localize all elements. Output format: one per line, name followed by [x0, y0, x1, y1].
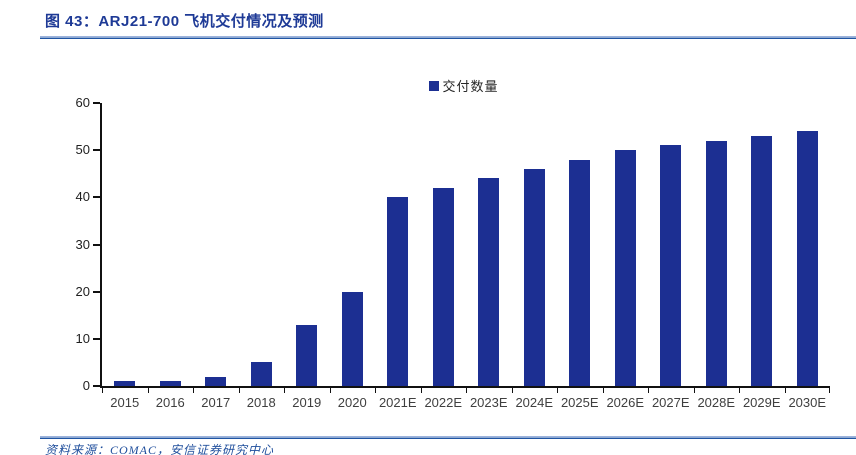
bar-2020 — [341, 291, 363, 386]
bar-chart-plot-area: 2015 2016 2017 2018 2019 2020 2021E 2022E 2023E 2… — [76, 95, 830, 410]
x-tick-label: 2028E — [697, 395, 736, 410]
y-tick-label: 40 — [75, 189, 90, 205]
bar-2030E — [796, 131, 818, 386]
y-tick-label: 60 — [75, 95, 90, 110]
x-tick-label: 2021E — [378, 395, 417, 410]
x-axis-tick — [602, 386, 604, 393]
x-axis-tick — [193, 386, 194, 393]
bar-2021E — [387, 197, 409, 386]
x-axis-tick — [784, 386, 786, 393]
x-tick-label: 2025E — [560, 395, 599, 410]
bar-2016 — [159, 381, 181, 386]
figure-title: 图 43：ARJ21-700 飞机交付情况及预测 — [45, 13, 324, 30]
x-tick-label: 2030E — [788, 395, 827, 410]
x-tick-label: 2027E — [651, 395, 690, 410]
y-axis-tick — [93, 385, 100, 387]
legend-marker — [429, 80, 440, 91]
x-axis-tick — [739, 386, 740, 393]
y-tick-label: 50 — [75, 142, 90, 158]
x-axis-tick — [557, 386, 558, 393]
y-tick-label: 30 — [75, 236, 90, 252]
footer-divider — [40, 436, 856, 439]
bar-2026E — [614, 150, 636, 386]
x-tick-label: 2024E — [515, 395, 554, 410]
x-tick-label: 2026E — [606, 395, 645, 410]
x-axis-tick — [466, 386, 467, 393]
x-axis-tick — [329, 386, 331, 393]
y-tick-label: 20 — [75, 283, 90, 299]
x-tick-label: 2015 — [110, 395, 140, 410]
x-axis-tick — [420, 386, 422, 393]
bar-2018 — [250, 362, 272, 386]
bar-2015 — [114, 381, 136, 386]
x-tick-label: 2023E — [469, 395, 508, 410]
bar-2027E — [660, 145, 682, 386]
bar-2025E — [569, 159, 591, 386]
x-tick-label: 2022E — [424, 395, 463, 410]
y-axis-tick — [93, 196, 100, 199]
x-tick-label: 2017 — [201, 395, 231, 410]
x-axis-tick — [829, 386, 830, 393]
y-axis-tick — [93, 243, 100, 246]
x-axis-tick — [511, 386, 513, 393]
source-note: 资料来源：COMAC，安信证券研究中心 — [45, 443, 275, 455]
x-axis-tick — [147, 386, 149, 393]
title-divider — [40, 36, 856, 39]
x-tick-label: 2018 — [246, 395, 276, 410]
x-axis-tick — [284, 386, 285, 393]
x-axis-tick — [375, 386, 376, 393]
x-tick-label: 2029E — [742, 395, 781, 410]
x-tick-label: 2016 — [155, 395, 185, 410]
bar-2023E — [478, 178, 500, 386]
legend: 交付数量 — [100, 76, 828, 95]
x-tick-label: 2020 — [337, 395, 367, 410]
y-axis-tick — [93, 102, 100, 104]
bar-2028E — [705, 140, 727, 386]
x-axis-tick — [693, 386, 695, 393]
bar-2024E — [523, 169, 545, 386]
y-axis-tick — [93, 149, 100, 152]
y-axis-tick — [93, 290, 100, 293]
y-axis-tick — [93, 337, 100, 340]
legend-label: 交付数量 — [442, 79, 499, 94]
x-axis-tick — [102, 386, 103, 393]
bar-2022E — [432, 187, 454, 386]
x-axis-tick — [648, 386, 649, 393]
bar-2019 — [296, 324, 318, 386]
bar-2017 — [205, 376, 227, 386]
y-tick-label: 10 — [75, 330, 90, 346]
x-tick-label: 2019 — [292, 395, 322, 410]
x-axis-tick — [238, 386, 240, 393]
y-tick-label: 0 — [82, 378, 90, 393]
bar-2029E — [751, 136, 773, 386]
